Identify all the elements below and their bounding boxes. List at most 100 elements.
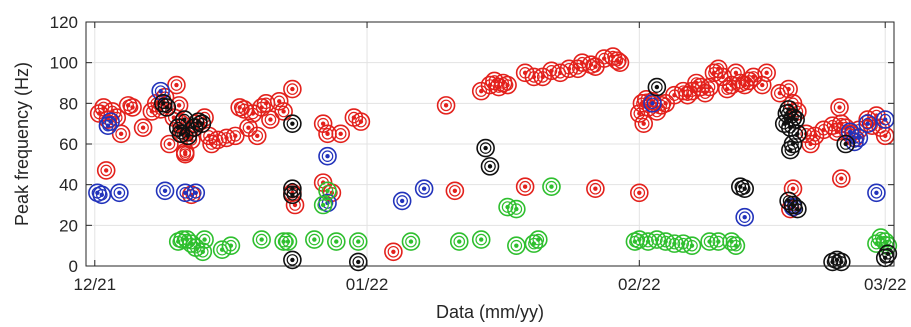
red-data-point — [274, 102, 293, 121]
point-outer-ring — [757, 63, 776, 83]
black-data-point — [192, 114, 212, 133]
point-center — [694, 80, 699, 86]
point-inner-ring — [113, 187, 126, 199]
green-data-point — [305, 230, 324, 249]
green-data-point — [313, 195, 333, 215]
point-center — [522, 184, 528, 189]
point-center — [176, 103, 182, 108]
point-inner-ring — [646, 97, 659, 110]
point-inner-ring — [220, 132, 233, 144]
red-data-point — [160, 134, 179, 154]
point-outer-ring — [193, 242, 213, 262]
point-center — [733, 243, 739, 248]
point-center — [663, 101, 668, 106]
point-center — [505, 82, 510, 88]
point-center — [617, 60, 623, 65]
point-inner-ring — [787, 138, 799, 150]
point-outer-ring — [836, 134, 855, 154]
point-inner-ring — [835, 172, 848, 185]
point-inner-ring — [170, 79, 183, 91]
blue-data-point — [92, 185, 112, 205]
point-center — [182, 117, 187, 122]
point-inner-ring — [189, 187, 202, 199]
point-inner-ring — [330, 235, 343, 248]
point-center — [514, 243, 519, 248]
point-outer-ring — [226, 126, 245, 146]
point-outer-ring — [192, 114, 212, 133]
green-data-point — [709, 232, 728, 251]
point-inner-ring — [545, 180, 558, 193]
point-inner-ring — [475, 233, 488, 246]
red-data-point — [283, 79, 302, 99]
point-inner-ring — [694, 81, 707, 93]
point-inner-ring — [396, 195, 408, 207]
point-center — [200, 249, 206, 254]
point-inner-ring — [651, 233, 663, 246]
point-outer-ring — [351, 112, 371, 131]
point-inner-ring — [725, 235, 738, 248]
point-outer-ring — [682, 236, 702, 255]
red-data-point — [436, 96, 456, 115]
point-center — [202, 237, 207, 242]
point-outer-ring — [586, 179, 605, 199]
blue-data-point — [101, 112, 120, 131]
point-inner-ring — [104, 115, 117, 128]
green-data-point — [278, 232, 298, 251]
red-data-point — [445, 181, 465, 201]
point-inner-ring — [519, 180, 531, 193]
point-inner-ring — [163, 138, 176, 150]
point-inner-ring — [853, 132, 865, 144]
point-center — [338, 131, 343, 137]
red-data-point — [313, 114, 333, 133]
x-tick-label: 01/22 — [346, 275, 389, 294]
point-inner-ring — [453, 235, 466, 248]
point-outer-ring — [735, 179, 754, 199]
point-center — [158, 88, 163, 94]
point-outer-ring — [515, 177, 535, 196]
black-data-point — [283, 114, 302, 133]
point-inner-ring — [286, 117, 299, 130]
point-outer-ring — [283, 114, 302, 133]
point-inner-ring — [614, 56, 626, 69]
point-center — [883, 133, 888, 139]
point-inner-ring — [255, 233, 268, 246]
point-outer-ring — [630, 183, 649, 203]
point-inner-ring — [607, 50, 619, 63]
point-outer-ring — [111, 124, 131, 144]
red-data-point — [384, 242, 403, 262]
point-center — [104, 168, 109, 173]
black-data-point — [348, 252, 368, 272]
black-data-point — [283, 250, 302, 270]
point-center — [290, 86, 295, 92]
point-inner-ring — [730, 239, 742, 252]
red-data-point — [586, 179, 605, 199]
point-inner-ring — [255, 101, 268, 114]
black-data-point — [157, 98, 177, 117]
point-center — [312, 237, 317, 242]
point-inner-ring — [205, 138, 218, 150]
point-outer-ring — [305, 230, 324, 249]
point-inner-ring — [115, 128, 127, 140]
point-center — [290, 121, 295, 126]
point-inner-ring — [528, 71, 540, 83]
point-inner-ring — [321, 150, 334, 162]
point-center — [795, 131, 800, 137]
point-inner-ring — [501, 201, 514, 213]
point-center — [421, 186, 427, 191]
point-center — [795, 206, 800, 212]
point-inner-ring — [703, 235, 716, 248]
point-center — [751, 74, 756, 80]
point-center — [641, 121, 646, 126]
blue-data-point — [110, 183, 129, 203]
point-center — [720, 74, 725, 80]
point-center — [593, 186, 598, 191]
black-data-point — [283, 185, 302, 205]
green-data-point — [195, 230, 214, 249]
x-tick-label: 12/21 — [74, 275, 117, 294]
point-center — [325, 188, 330, 193]
point-outer-ring — [160, 134, 179, 154]
point-inner-ring — [197, 245, 209, 258]
point-center — [786, 198, 791, 204]
point-center — [358, 119, 364, 124]
red-data-point — [351, 112, 371, 131]
